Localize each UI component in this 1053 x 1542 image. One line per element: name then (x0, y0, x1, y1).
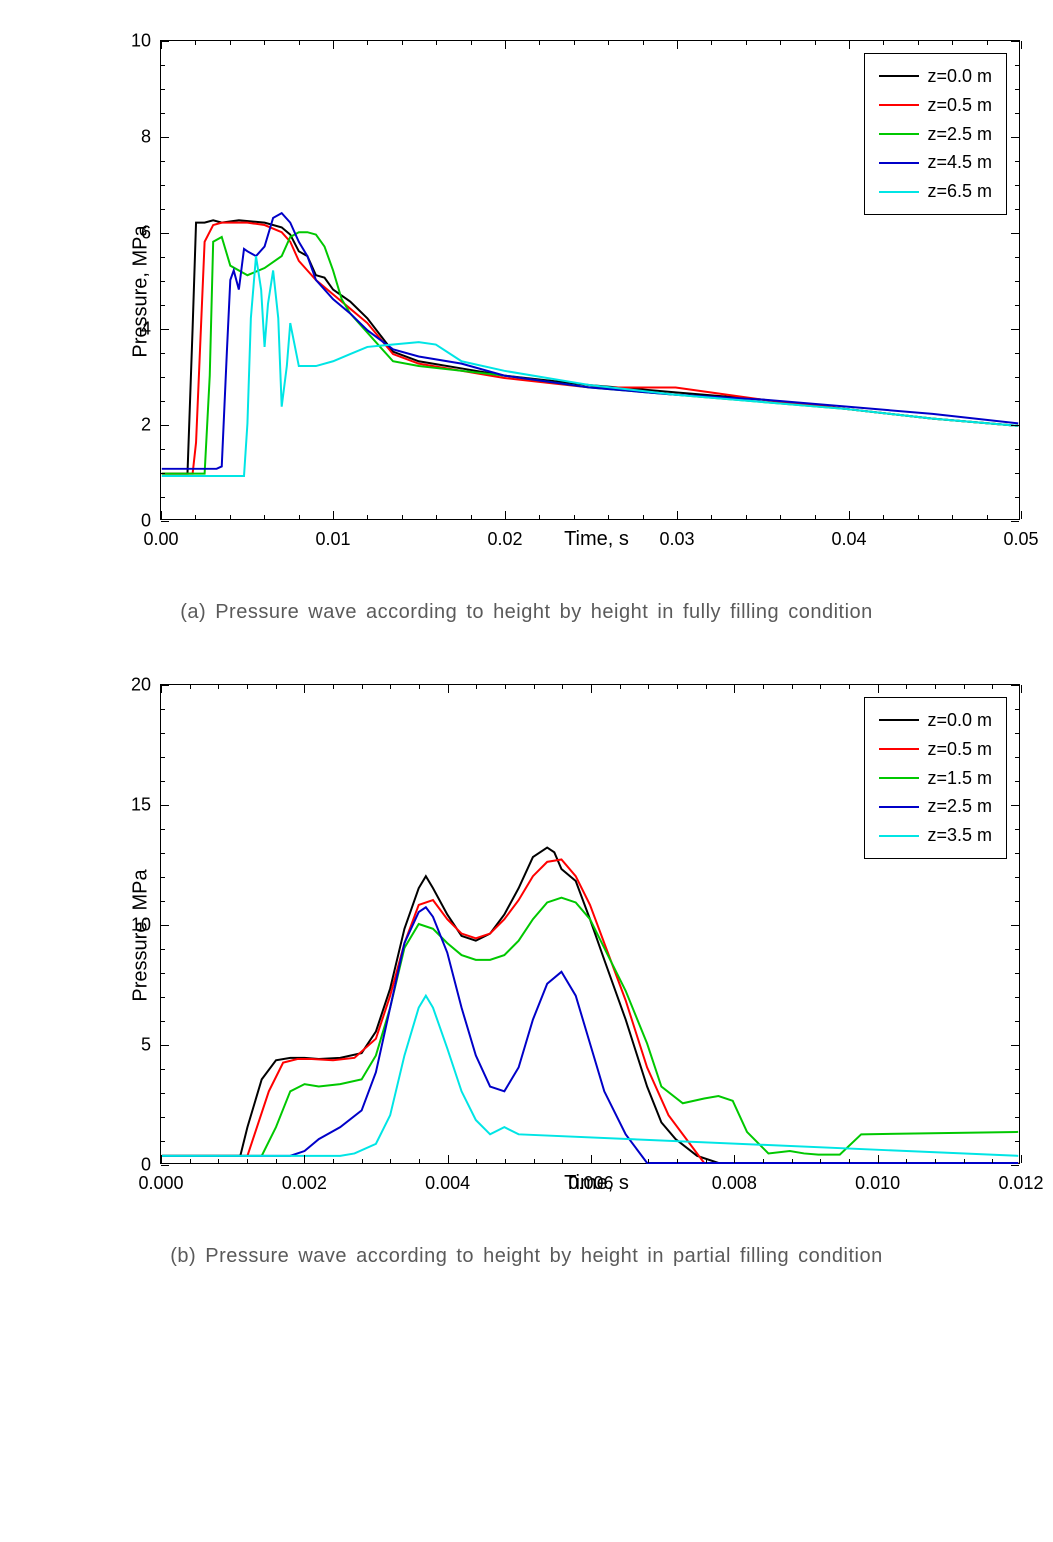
legend-swatch (879, 75, 919, 77)
series-line (162, 859, 1018, 1163)
ytick-label: 2 (141, 415, 161, 436)
series-line (162, 996, 1018, 1156)
legend-item: z=1.5 m (879, 764, 992, 793)
xtick-label: 0.01 (315, 519, 350, 550)
caption-b: (b) Pressure wave according to height by… (20, 1245, 1033, 1268)
figure-b: z=0.0 mz=0.5 mz=1.5 mz=2.5 mz=3.5 m 0510… (20, 684, 1033, 1268)
xtick-label: 0.002 (282, 1163, 327, 1194)
legend-swatch (879, 133, 919, 135)
legend-swatch (879, 104, 919, 106)
chart-a-wrap: z=0.0 mz=0.5 mz=2.5 mz=4.5 mz=6.5 m 0246… (160, 40, 1033, 551)
xtick-label: 0.012 (998, 1163, 1043, 1194)
legend-label: z=0.5 m (927, 735, 992, 764)
ytick-label: 8 (141, 127, 161, 148)
legend-item: z=0.5 m (879, 735, 992, 764)
chart-b-legend: z=0.0 mz=0.5 mz=1.5 mz=2.5 mz=3.5 m (864, 697, 1007, 859)
legend-item: z=0.0 m (879, 706, 992, 735)
xtick-label: 0.02 (487, 519, 522, 550)
series-line (162, 898, 1018, 1156)
ytick-label: 10 (131, 31, 161, 52)
chart-a-ylabel: Pressure, MPa (130, 225, 153, 357)
legend-item: z=0.0 m (879, 62, 992, 91)
legend-swatch (879, 748, 919, 750)
caption-a: (a) Pressure wave according to height by… (20, 601, 1033, 624)
ytick-label: 20 (131, 675, 161, 696)
ytick-label: 15 (131, 795, 161, 816)
legend-item: z=3.5 m (879, 821, 992, 850)
xtick-label: 0.006 (568, 1163, 613, 1194)
legend-label: z=2.5 m (927, 792, 992, 821)
chart-a-xlabel: Time, s (160, 528, 1033, 551)
legend-label: z=3.5 m (927, 821, 992, 850)
legend-swatch (879, 806, 919, 808)
series-line (162, 232, 1018, 473)
legend-item: z=4.5 m (879, 148, 992, 177)
legend-label: z=0.0 m (927, 706, 992, 735)
series-line (162, 256, 1018, 476)
legend-item: z=2.5 m (879, 120, 992, 149)
legend-label: z=0.0 m (927, 62, 992, 91)
xtick-label: 0.000 (138, 1163, 183, 1194)
legend-label: z=4.5 m (927, 148, 992, 177)
chart-b-plot: z=0.0 mz=0.5 mz=1.5 mz=2.5 mz=3.5 m 0510… (160, 684, 1020, 1164)
xtick-label: 0.00 (143, 519, 178, 550)
series-line (162, 213, 1018, 469)
chart-a-plot: z=0.0 mz=0.5 mz=2.5 mz=4.5 mz=6.5 m 0246… (160, 40, 1020, 520)
xtick-label: 0.008 (712, 1163, 757, 1194)
legend-item: z=0.5 m (879, 91, 992, 120)
legend-label: z=0.5 m (927, 91, 992, 120)
chart-b-wrap: z=0.0 mz=0.5 mz=1.5 mz=2.5 mz=3.5 m 0510… (160, 684, 1033, 1195)
chart-b-ylabel: Pressure, MPa (130, 869, 153, 1001)
xtick-label: 0.04 (831, 519, 866, 550)
legend-swatch (879, 719, 919, 721)
xtick-label: 0.010 (855, 1163, 900, 1194)
legend-label: z=6.5 m (927, 177, 992, 206)
series-line (162, 907, 1018, 1163)
series-line (162, 223, 1018, 474)
figure-a: z=0.0 mz=0.5 mz=2.5 mz=4.5 mz=6.5 m 0246… (20, 40, 1033, 624)
legend-item: z=6.5 m (879, 177, 992, 206)
legend-swatch (879, 191, 919, 193)
xtick-label: 0.05 (1003, 519, 1038, 550)
legend-swatch (879, 835, 919, 837)
legend-swatch (879, 162, 919, 164)
series-line (162, 220, 1018, 473)
chart-a-legend: z=0.0 mz=0.5 mz=2.5 mz=4.5 mz=6.5 m (864, 53, 1007, 215)
legend-item: z=2.5 m (879, 792, 992, 821)
legend-swatch (879, 777, 919, 779)
legend-label: z=2.5 m (927, 120, 992, 149)
series-line (162, 848, 1018, 1163)
xtick-label: 0.004 (425, 1163, 470, 1194)
ytick-label: 5 (141, 1035, 161, 1056)
legend-label: z=1.5 m (927, 764, 992, 793)
xtick-label: 0.03 (659, 519, 694, 550)
